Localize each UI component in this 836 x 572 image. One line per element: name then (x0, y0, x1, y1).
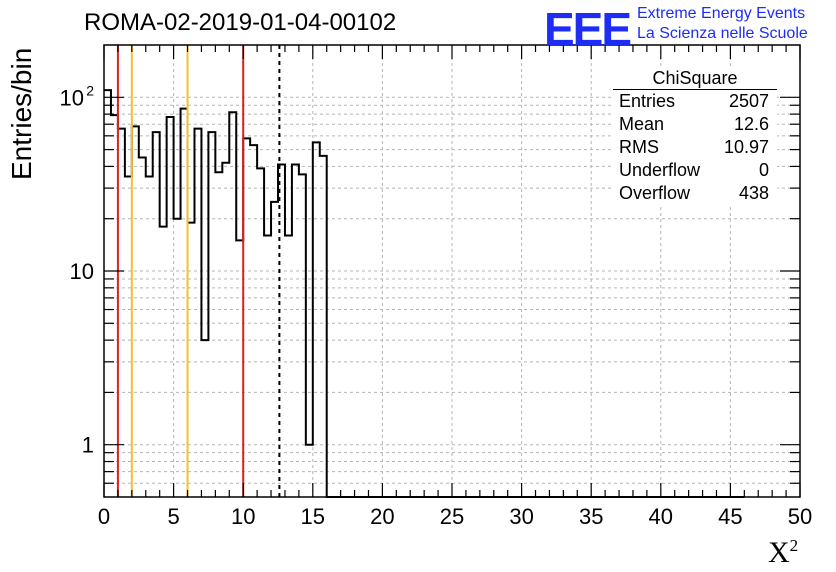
histogram-bin (229, 112, 236, 497)
stats-row-rms: RMS 10.97 (613, 136, 777, 159)
x-tick-label: 25 (440, 504, 464, 529)
stats-label: Mean (619, 114, 665, 134)
histogram-bin (167, 117, 174, 497)
y-axis-label: Entries/bin (6, 47, 37, 180)
histogram-bin (222, 163, 229, 497)
y-tick-exponent: 2 (86, 82, 94, 98)
histogram-bin (194, 129, 201, 497)
histogram-bin (125, 176, 132, 497)
x-tick-label: 50 (788, 504, 812, 529)
stats-label: RMS (619, 137, 659, 157)
histogram-bin (208, 132, 215, 497)
y-tick-label: 1 (82, 433, 94, 458)
grid-layer (104, 45, 800, 497)
histogram-bin (299, 174, 306, 497)
x-tick-label: 5 (167, 504, 179, 529)
stats-row-mean: Mean 12.6 (613, 113, 777, 136)
y-tick-label: 10 (70, 259, 94, 284)
stats-title: ChiSquare (652, 68, 738, 88)
histogram-bin (118, 129, 125, 497)
histogram-bin (264, 236, 271, 497)
stats-row-underflow: Underflow 0 (613, 159, 777, 182)
histogram-bin (181, 109, 188, 497)
x-axis-label: X2 (768, 536, 798, 570)
histogram-bin (153, 132, 160, 497)
x-axis-label-base: X (768, 536, 790, 569)
stats-label: Entries (619, 91, 676, 111)
y-tick-label: 10 (60, 85, 84, 110)
histogram-bin (257, 168, 264, 497)
axis-ticks (103, 45, 801, 497)
eee-logo-mark: EEE (544, 3, 632, 55)
histogram-bin (146, 176, 153, 497)
x-tick-label: 15 (301, 504, 325, 529)
x-tick-label: 45 (718, 504, 742, 529)
stats-value: 2507 (728, 91, 769, 111)
histogram-bin (201, 340, 208, 497)
stats-row-overflow: Overflow 438 (613, 182, 777, 205)
x-tick-label: 0 (98, 504, 110, 529)
stats-value: 10.97 (723, 137, 769, 157)
x-axis-label-superscript: 2 (789, 536, 799, 555)
histogram-bin (215, 172, 222, 497)
histogram-bin (111, 115, 118, 497)
histogram-bin (188, 223, 195, 497)
histogram-bin (132, 126, 139, 497)
histogram-bin (243, 138, 250, 497)
stats-value: 438 (738, 183, 769, 203)
histogram-bin (313, 142, 320, 497)
x-tick-label: 30 (509, 504, 533, 529)
stats-value: 0 (758, 160, 769, 180)
histogram-bin (104, 90, 111, 497)
histogram-bin (285, 236, 292, 497)
stats-value: 12.6 (733, 114, 769, 134)
stats-box: ChiSquare Entries 2507 Mean 12.6 RMS 10.… (613, 67, 777, 205)
stats-label: Underflow (619, 160, 701, 180)
histogram-bin (292, 165, 299, 497)
stats-label: Overflow (619, 183, 691, 203)
x-tick-label: 35 (579, 504, 603, 529)
x-tick-label: 20 (370, 504, 394, 529)
histogram-bin (139, 158, 146, 497)
run-title: ROMA-02-2019-01-04-00102 (84, 9, 397, 36)
stats-row-entries: Entries 2507 (613, 90, 777, 113)
logo-line-2: La Scienza nelle Scuole (637, 25, 808, 42)
x-tick-label: 40 (649, 504, 673, 529)
stats-divider (613, 89, 777, 90)
histogram-bin (320, 156, 327, 497)
logo-line-1: Extreme Energy Events (637, 5, 806, 22)
histogram-bin (174, 219, 181, 497)
x-tick-label: 10 (231, 504, 255, 529)
